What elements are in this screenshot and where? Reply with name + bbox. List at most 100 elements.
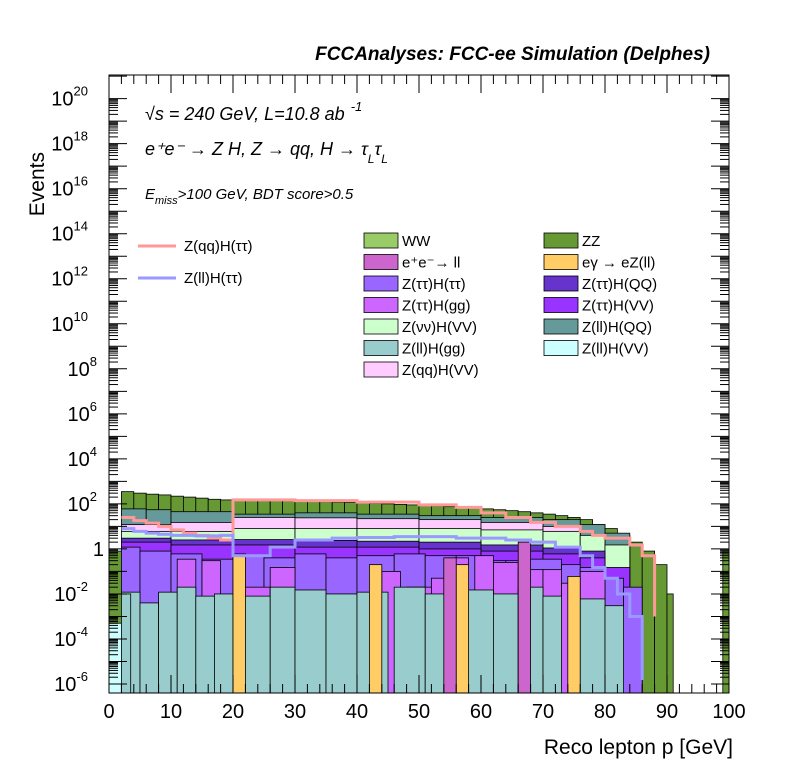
legend-swatch bbox=[363, 340, 399, 356]
lumi-exponent: -1 bbox=[351, 99, 363, 114]
bar-extra-e-e-ll bbox=[517, 541, 532, 693]
y-tick-label: 10-6 bbox=[54, 669, 88, 696]
x-tick-label: 20 bbox=[222, 701, 244, 723]
bar-z-ll-h-gg- bbox=[195, 595, 215, 693]
legend-label: Z(ττ)H(QQ) bbox=[582, 276, 657, 293]
legend-swatch bbox=[363, 275, 399, 292]
legend-swatch bbox=[543, 275, 579, 292]
legend-label: Z(ll)H(QQ) bbox=[582, 319, 652, 336]
y-tick-label: 10-4 bbox=[54, 624, 88, 651]
line-z-qq-h- bbox=[121, 498, 657, 617]
legend-label: Z(ll)H(VV) bbox=[582, 341, 649, 358]
svg-text:Emiss>100 GeV, BDT score>0.5: Emiss>100 GeV, BDT score>0.5 bbox=[145, 186, 354, 207]
bar-z-ll-h-gg- bbox=[492, 593, 519, 693]
y-tick-label: 104 bbox=[68, 444, 97, 471]
legend: Z(qq)H(ττ) Z(ll)H(ττ) WW ZZ e⁺e⁻→ ll eγ → eZ(… bbox=[138, 232, 657, 379]
legend-line-label: Z(ll)H(ττ) bbox=[184, 270, 243, 287]
cut-text-pre: E bbox=[145, 186, 156, 203]
cut-text-post: >100 GeV, BDT score>0.5 bbox=[178, 186, 354, 203]
legend-label: Z(ττ)H(gg) bbox=[402, 298, 471, 315]
legend-swatch bbox=[543, 318, 579, 335]
bar-z-ll-h-gg- bbox=[176, 586, 197, 693]
bar-extra-e-ez-ll- bbox=[455, 564, 470, 693]
x-tick-label: 70 bbox=[532, 701, 554, 723]
chart-title: FCCAnalyses: FCC-ee Simulation (Delphes) bbox=[315, 44, 710, 65]
y-tick-label: 10-2 bbox=[54, 579, 88, 606]
x-tick-label: 0 bbox=[103, 701, 114, 723]
y-tick-label: 1012 bbox=[51, 264, 88, 291]
y-tick-label: 1 bbox=[93, 539, 104, 561]
legend-swatch bbox=[363, 318, 399, 335]
bar-z-ll-h-gg- bbox=[158, 591, 178, 693]
y-tick-label: 1016 bbox=[51, 174, 88, 201]
legend-swatch bbox=[543, 232, 579, 249]
legend-swatch bbox=[363, 361, 399, 378]
svg-text:√s = 240 GeV, L=10.8 ab-1: √s = 240 GeV, L=10.8 ab -1 bbox=[145, 99, 362, 124]
legend-swatch bbox=[363, 297, 399, 313]
bar-zz bbox=[666, 593, 674, 693]
line-z-ll-h- bbox=[121, 527, 644, 681]
x-tick-label: 100 bbox=[712, 701, 745, 723]
bar-z-ll-h-gg- bbox=[294, 589, 327, 693]
bar-extra-e-ez-ll- bbox=[567, 576, 581, 693]
y-tick-label: 102 bbox=[68, 489, 97, 516]
legend-label: Z(qq)H(VV) bbox=[402, 362, 479, 379]
legend-label: Z(νν)H(VV) bbox=[402, 319, 477, 336]
y-tick-label: 1014 bbox=[51, 219, 88, 246]
bar-z-ll-h-gg- bbox=[139, 602, 160, 693]
x-tick-label: 60 bbox=[470, 701, 492, 723]
x-axis: 0 10 20 30 40 50 60 70 80 90 100 bbox=[103, 75, 746, 723]
y-tick-label: 1020 bbox=[51, 84, 88, 111]
bar-z-ll-h-gg- bbox=[393, 586, 426, 693]
legend-swatch bbox=[363, 232, 399, 249]
signal-lines bbox=[121, 498, 657, 681]
y-tick-label: 108 bbox=[68, 354, 97, 381]
bar-extra-e-ez-ll- bbox=[232, 553, 246, 693]
legend-label: Z(ττ)H(ττ) bbox=[402, 276, 466, 293]
bar-z-ll-h-gg- bbox=[542, 595, 563, 693]
bar-zz bbox=[641, 550, 656, 693]
process-subscript-2: L bbox=[381, 152, 388, 166]
legend-label: e⁺e⁻→ ll bbox=[402, 255, 460, 272]
svg-text:e⁺e⁻ → Z H, Z → qq, H → τLτL: e⁺e⁻ → Z H, Z → qq, H → τLτL bbox=[145, 139, 388, 166]
bar-zz bbox=[654, 564, 668, 693]
legend-label: Z(ττ)H(VV) bbox=[582, 298, 654, 315]
y-axis: 10-6 10-4 10-21 102 104 106 108 1010 1012 1014 101… bbox=[51, 75, 729, 696]
bar-z-ll-h-gg- bbox=[325, 593, 358, 693]
y-tick-label: 106 bbox=[68, 399, 97, 426]
legend-line-label: Z(qq)H(ττ) bbox=[184, 238, 253, 255]
cut-subscript: miss bbox=[155, 195, 178, 207]
bar-z-ll-h-gg- bbox=[579, 598, 606, 693]
process-tau: τ bbox=[374, 139, 382, 159]
x-axis-label: Reco lepton p [GeV] bbox=[544, 736, 733, 759]
x-tick-label: 50 bbox=[408, 701, 430, 723]
legend-swatch bbox=[543, 297, 579, 313]
histogram-bars bbox=[109, 491, 729, 693]
x-tick-label: 40 bbox=[346, 701, 368, 723]
bar-extra-z-ll-h-gg- bbox=[121, 593, 132, 693]
x-tick-label: 10 bbox=[160, 701, 182, 723]
bar-z-ll-h-gg- bbox=[213, 593, 234, 693]
x-tick-label: 30 bbox=[284, 701, 306, 723]
legend-label: eγ → eZ(ll) bbox=[582, 255, 655, 272]
x-tick-label: 80 bbox=[594, 701, 616, 723]
process-text: e⁺e⁻ → Z H, Z → qq, H → τ bbox=[145, 139, 369, 159]
process-subscript: L bbox=[368, 152, 375, 166]
legend-label: ZZ bbox=[582, 233, 600, 250]
x-tick-label: 90 bbox=[656, 701, 678, 723]
legend-swatch bbox=[543, 340, 579, 356]
annotation-block: √s = 240 GeV, L=10.8 ab -1 e⁺e⁻ → Z H, Z … bbox=[145, 99, 388, 207]
energy-lumi-text: √s = 240 GeV, L=10.8 ab bbox=[145, 104, 345, 124]
legend-label: WW bbox=[402, 233, 431, 250]
y-tick-label: 1018 bbox=[51, 129, 88, 156]
bar-z-ll-h-gg- bbox=[269, 586, 296, 693]
legend-label: Z(ll)H(gg) bbox=[402, 341, 465, 358]
y-axis-label: Events bbox=[26, 152, 49, 216]
bar-z-h- bbox=[623, 586, 643, 693]
bar-z-ll-h-gg- bbox=[604, 605, 625, 693]
legend-swatch bbox=[543, 254, 579, 270]
bar-extra-e-ez-ll- bbox=[368, 564, 383, 693]
y-tick-label: 1010 bbox=[51, 309, 88, 336]
bar-extra-e-e-ll bbox=[443, 557, 457, 693]
